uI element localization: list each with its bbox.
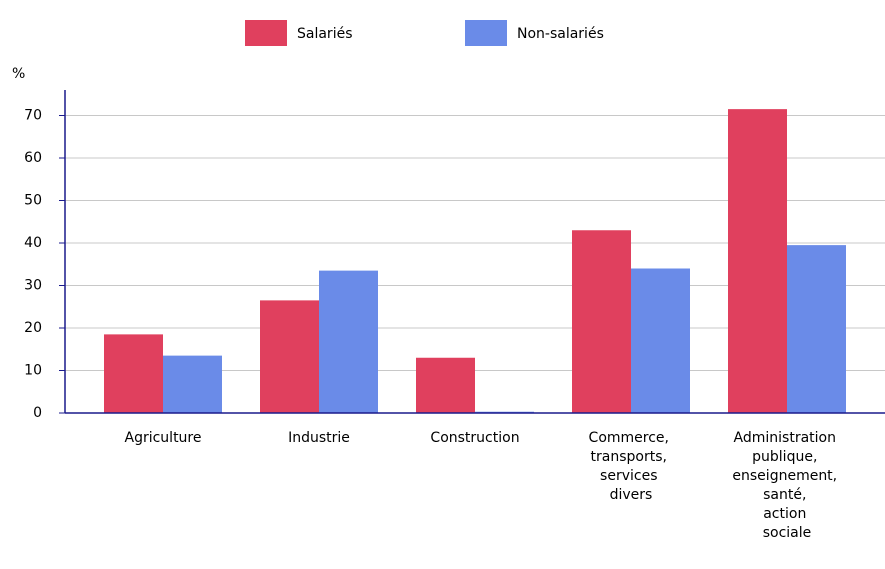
y-tick-label: 40 [24, 235, 42, 251]
bar [163, 355, 222, 413]
x-tick-label: Commerce, transports, services divers [589, 430, 674, 503]
y-tick-label: 20 [24, 320, 42, 336]
y-tick-label: 10 [24, 363, 42, 379]
y-axis-label: % [12, 66, 25, 82]
bar [260, 300, 319, 413]
x-tick-label: Administration publique, enseignement, s… [732, 430, 841, 541]
legend-label: Non-salariés [517, 26, 604, 42]
x-tick-label: Industrie [288, 430, 350, 446]
legend-swatch [465, 20, 507, 46]
bar [319, 270, 378, 413]
x-tick-label: Agriculture [125, 430, 202, 446]
y-tick-label: 30 [24, 278, 42, 294]
bar [728, 109, 787, 413]
y-tick-label: 50 [24, 193, 42, 209]
bar [631, 268, 690, 413]
y-tick-label: 70 [24, 108, 42, 124]
bar [104, 334, 163, 413]
y-tick-label: 60 [24, 150, 42, 166]
y-tick-label: 0 [33, 405, 42, 421]
bar [416, 357, 475, 413]
bar [572, 230, 631, 413]
bar [787, 245, 846, 413]
x-tick-label: Construction [430, 430, 519, 446]
legend-swatch [245, 20, 287, 46]
legend-label: Salariés [297, 26, 353, 42]
